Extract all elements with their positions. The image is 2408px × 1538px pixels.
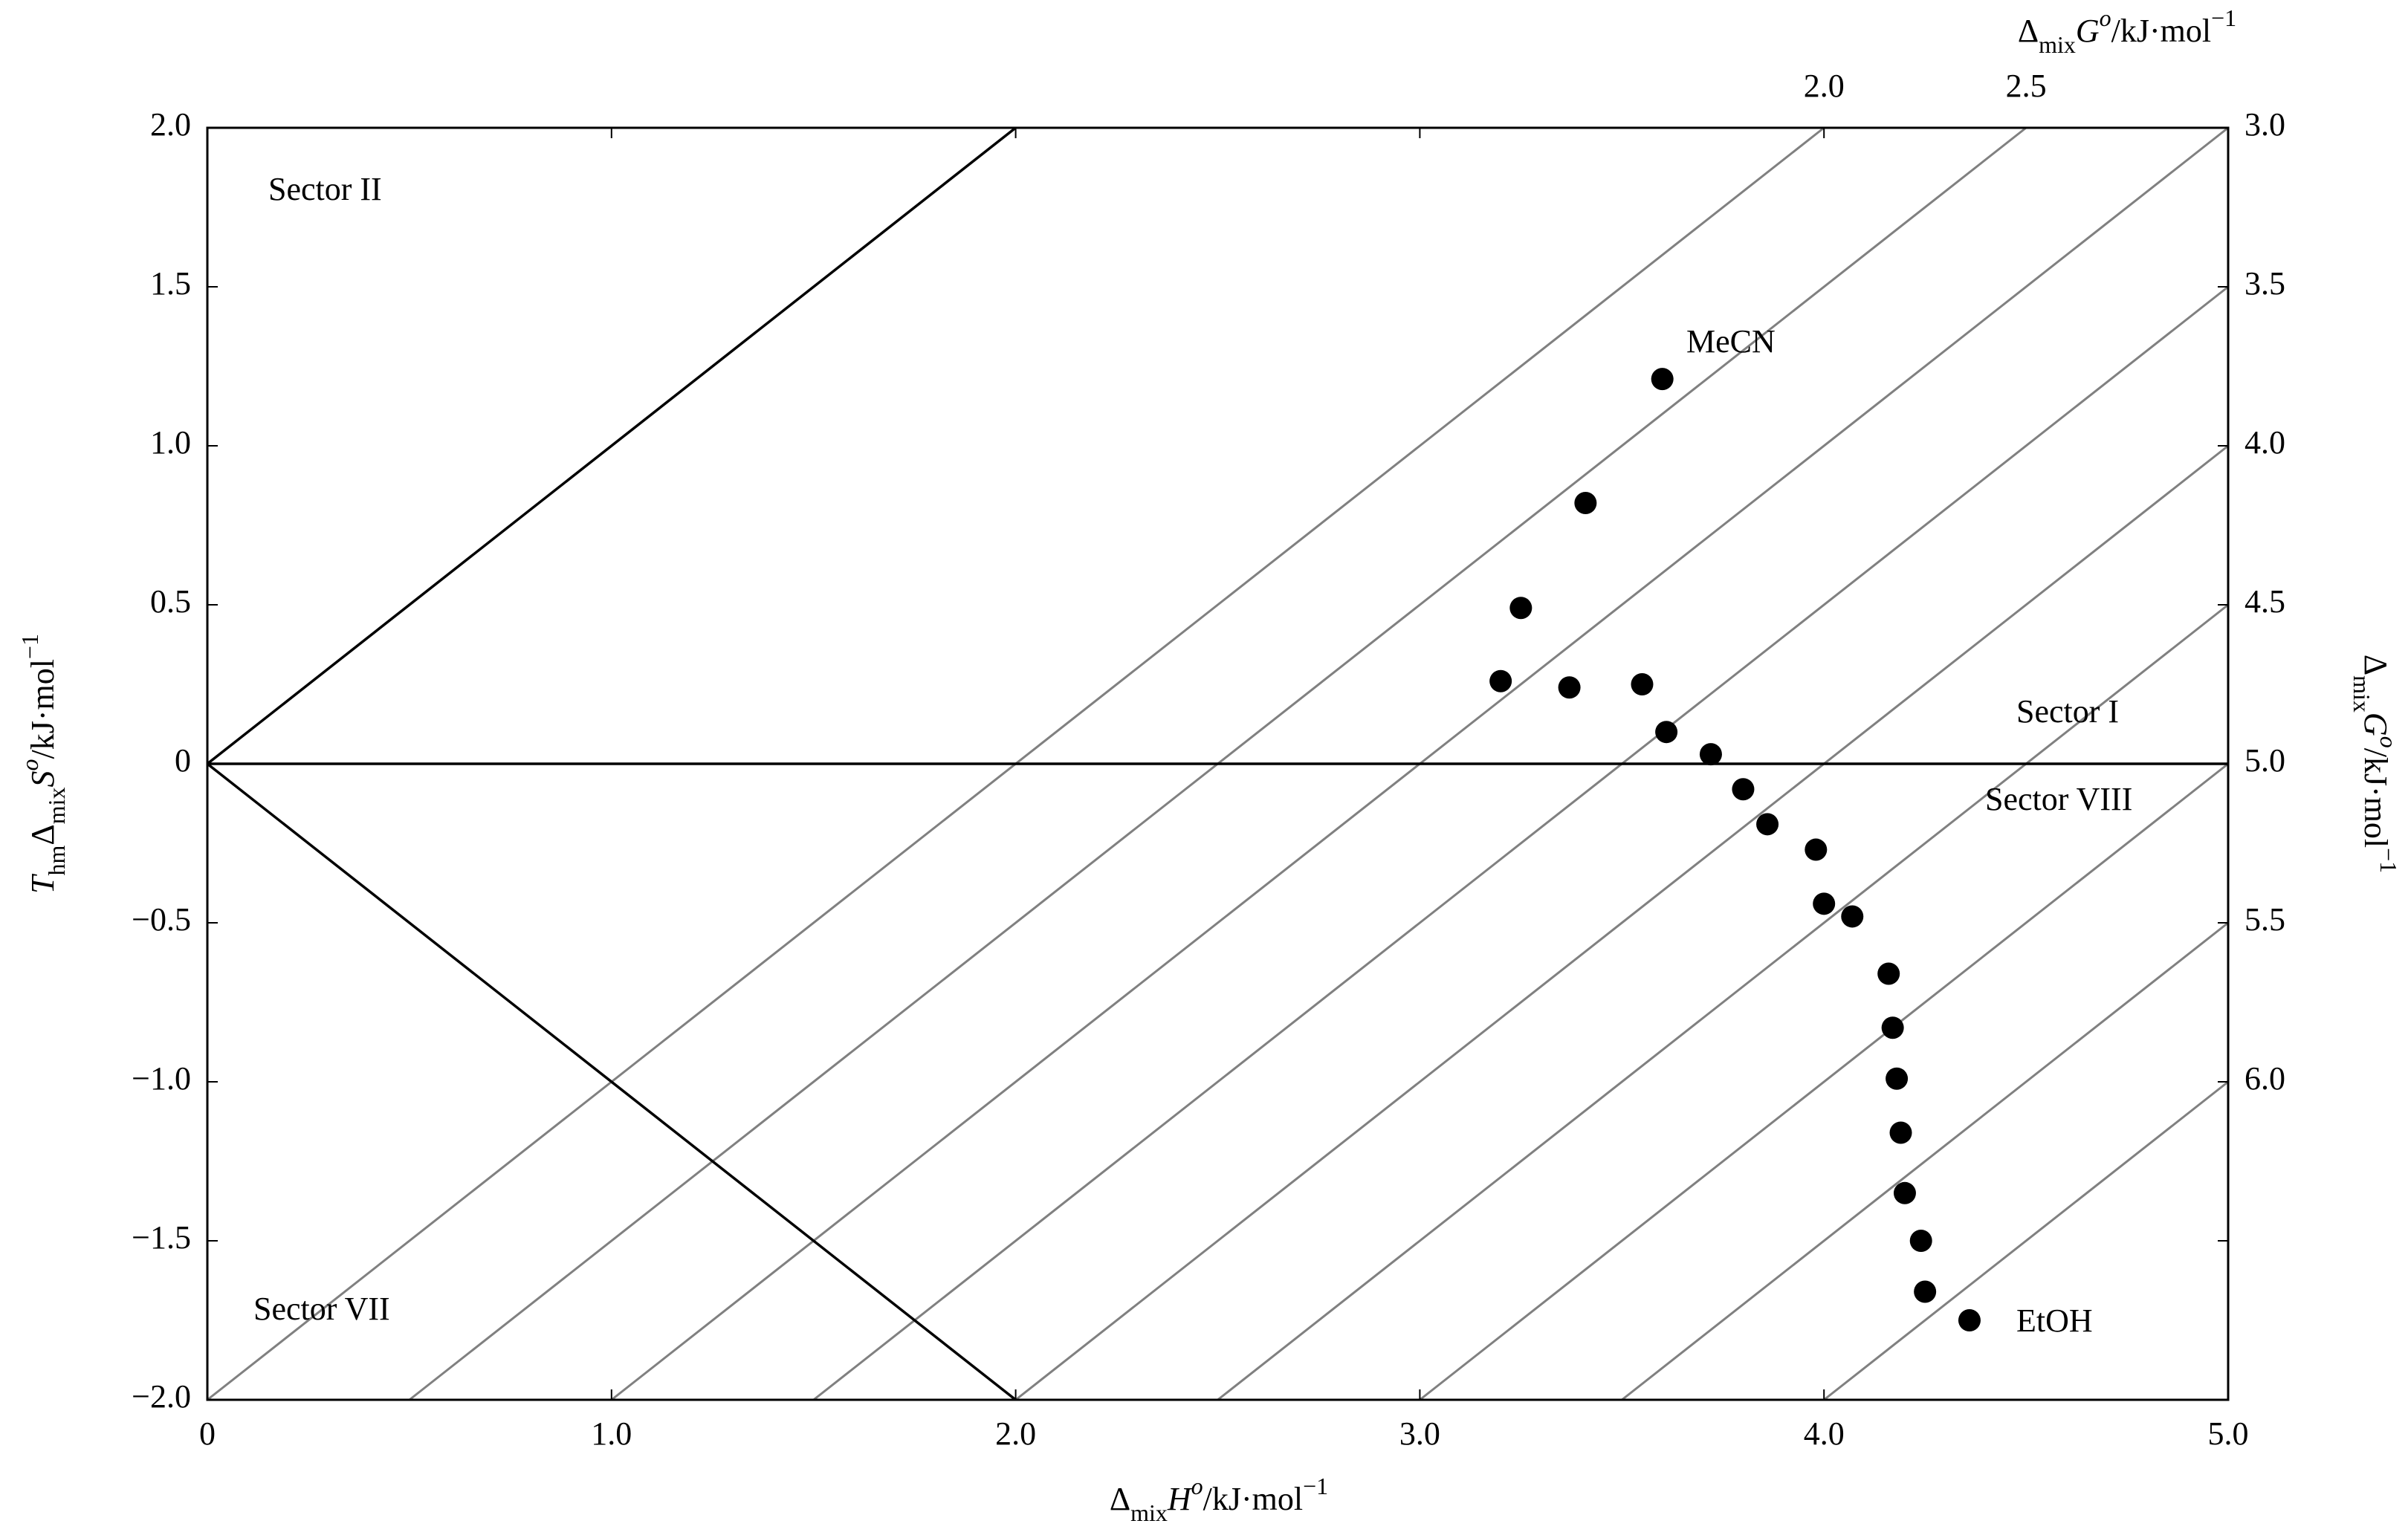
g-axis-label-top-part: −1 bbox=[2211, 4, 2236, 31]
data-point bbox=[1914, 1280, 1937, 1303]
g-axis-label-top-part: mix bbox=[2039, 31, 2076, 58]
x-axis-label-part: H bbox=[1167, 1481, 1193, 1517]
x-tick-label: 0 bbox=[199, 1415, 216, 1452]
g-right-tick-label: 5.0 bbox=[2244, 742, 2285, 779]
iso-g-line bbox=[1217, 603, 2229, 1401]
y-tick-label: −1.0 bbox=[132, 1060, 191, 1097]
x-tick-label: 1.0 bbox=[591, 1415, 632, 1452]
g-right-tick-label: 4.5 bbox=[2244, 583, 2285, 620]
y-axis-label-part: /kJ·mol bbox=[25, 659, 61, 759]
y-tick-label: 1.0 bbox=[150, 424, 191, 461]
data-point bbox=[1958, 1309, 1981, 1331]
sector-boundary bbox=[206, 126, 1017, 765]
g-axis-label-right-part: mix bbox=[2349, 675, 2375, 713]
g-right-tick-label: 3.0 bbox=[2244, 106, 2285, 143]
g-axis-label-top-part: Δ bbox=[2018, 13, 2039, 49]
g-top-tick-label: 2.0 bbox=[1804, 68, 1845, 104]
data-point bbox=[1881, 1016, 1904, 1039]
data-point bbox=[1651, 368, 1674, 391]
g-right-tick-label: 3.5 bbox=[2244, 265, 2285, 302]
y-axis-label: ThmΔmixSo/kJ·mol−1 bbox=[16, 634, 70, 894]
x-axis-label-part: mix bbox=[1130, 1499, 1168, 1526]
data-point bbox=[1877, 962, 1900, 985]
data-point bbox=[1889, 1121, 1912, 1144]
g-axis-label-right-part: /kJ·mol bbox=[2357, 748, 2394, 848]
y-tick-label: 0 bbox=[175, 742, 191, 779]
data-point bbox=[1805, 838, 1828, 861]
sector-boundary bbox=[206, 762, 1017, 1401]
g-axis-label-top: ΔmixGo/kJ·mol−1 bbox=[2018, 4, 2236, 58]
g-right-tick-label: 5.5 bbox=[2244, 901, 2285, 938]
data-point bbox=[1886, 1067, 1909, 1090]
x-axis-label-part: o bbox=[1191, 1473, 1203, 1499]
y-tick-label: 0.5 bbox=[150, 583, 191, 620]
y-axis-label-part: T bbox=[25, 873, 61, 894]
x-axis-label: ΔmixHo/kJ·mol−1 bbox=[1110, 1473, 1328, 1526]
g-axis-label-top-part: G bbox=[2076, 13, 2100, 49]
iso-g-line bbox=[1621, 921, 2229, 1401]
y-tick-label: −1.5 bbox=[132, 1219, 191, 1256]
data-point bbox=[1909, 1230, 1932, 1252]
data-point bbox=[1732, 778, 1755, 801]
g-axis-label-right-part: o bbox=[2375, 736, 2402, 748]
g-right-tick-label: 6.0 bbox=[2244, 1060, 2285, 1097]
annotation: MeCN bbox=[1686, 323, 1776, 360]
g-top-tick-label: 2.5 bbox=[2006, 68, 2047, 104]
iso-g-line bbox=[1419, 762, 2229, 1401]
data-point bbox=[1841, 905, 1864, 928]
y-tick-label: 1.5 bbox=[150, 265, 191, 302]
x-tick-label: 4.0 bbox=[1804, 1415, 1845, 1452]
y-axis-label-part: mix bbox=[43, 788, 70, 825]
y-axis-label-part: S bbox=[25, 771, 61, 788]
data-point bbox=[1574, 492, 1597, 515]
annotation: Sector VII bbox=[253, 1291, 390, 1327]
y-tick-label: −0.5 bbox=[132, 901, 191, 938]
data-point bbox=[1813, 892, 1836, 915]
iso-g-line bbox=[812, 285, 2229, 1401]
g-axis-label-top-part: o bbox=[2100, 4, 2111, 31]
y-axis-label-part: o bbox=[16, 759, 43, 771]
x-tick-label: 5.0 bbox=[2208, 1415, 2249, 1452]
annotation: Sector II bbox=[268, 171, 382, 207]
g-axis-label-right: ΔmixGo/kJ·mol−1 bbox=[2349, 655, 2402, 873]
g-right-tick-label: 4.0 bbox=[2244, 424, 2285, 461]
x-axis-label-part: /kJ·mol bbox=[1203, 1481, 1303, 1517]
annotation: Sector VIII bbox=[1985, 781, 2132, 817]
y-axis-label-part: hm bbox=[43, 845, 70, 875]
data-point bbox=[1756, 813, 1779, 836]
x-axis-label-part: −1 bbox=[1303, 1473, 1328, 1499]
x-axis-label-part: Δ bbox=[1110, 1481, 1130, 1517]
g-axis-label-top-part: /kJ·mol bbox=[2111, 13, 2211, 49]
iso-g-line bbox=[1823, 1080, 2229, 1401]
iso-g-line bbox=[1014, 444, 2229, 1401]
g-axis-label-right-part: −1 bbox=[2375, 848, 2402, 873]
annotation: EtOH bbox=[2016, 1302, 2093, 1339]
data-point bbox=[1893, 1181, 1916, 1204]
data-point bbox=[1699, 743, 1722, 766]
x-tick-label: 3.0 bbox=[1399, 1415, 1440, 1452]
x-tick-label: 2.0 bbox=[995, 1415, 1036, 1452]
data-point bbox=[1509, 597, 1532, 620]
y-axis-label-part: −1 bbox=[16, 634, 43, 659]
annotation: Sector I bbox=[2016, 693, 2119, 730]
y-tick-label: −2.0 bbox=[132, 1378, 191, 1415]
y-tick-label: 2.0 bbox=[150, 106, 191, 143]
data-point bbox=[1558, 676, 1581, 699]
data-point bbox=[1631, 673, 1654, 695]
y-axis-label-part: Δ bbox=[25, 824, 61, 845]
data-point bbox=[1655, 721, 1678, 744]
g-axis-label-right-part: Δ bbox=[2357, 655, 2394, 675]
g-axis-label-right-part: G bbox=[2357, 713, 2394, 736]
data-point bbox=[1489, 669, 1512, 692]
